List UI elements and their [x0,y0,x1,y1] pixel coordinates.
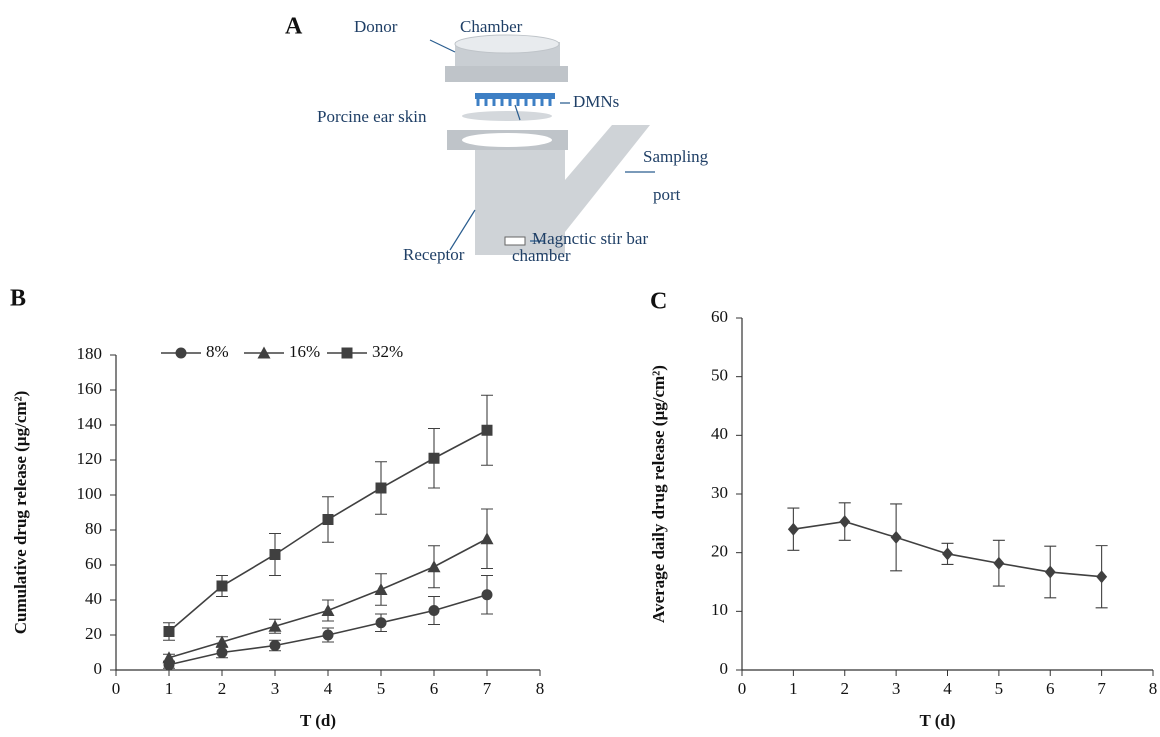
flange-opening [462,133,552,147]
marker [215,635,229,648]
x-tick-label: 5 [995,679,1004,698]
y-tick-label: 20 [711,542,728,561]
y-tick-label: 50 [711,366,728,385]
y-tick-label: 60 [711,307,728,326]
y-tick-label: 120 [77,449,103,468]
marker [480,532,494,545]
diagram: A Donor Chamber DMNs Porcine ear skin Sa… [285,14,709,265]
x-axis-label: T (d) [919,711,955,730]
x-tick-label: 6 [1046,679,1055,698]
diagram-label: port [653,185,681,204]
marker [481,424,493,436]
y-tick-label: 60 [85,554,102,573]
diagram-label: DMNs [573,92,619,111]
y-tick-label: 10 [711,600,728,619]
diagram-label: Sampling [643,147,709,166]
receptor-chamber [475,125,650,255]
x-tick-label: 1 [789,679,798,698]
marker [427,560,441,573]
y-tick-label: 80 [85,519,102,538]
marker [428,605,440,616]
x-tick-label: 4 [943,679,952,698]
legend-marker [257,346,271,359]
pointer-arrows [429,39,655,251]
y-tick-label: 40 [85,589,102,608]
marker [481,589,493,601]
panel-label: C [650,289,667,315]
diagram-label: Magnctic stir bar [532,229,648,248]
y-axis-label: Cumulative drug release (µg/cm²) [11,391,30,635]
x-tick-label: 1 [165,679,174,698]
x-tick-label: 3 [271,679,280,698]
marker [375,482,387,494]
needles [476,99,552,106]
y-tick-label: 160 [77,379,103,398]
y-tick-label: 0 [720,659,729,678]
y-tick-label: 0 [94,659,103,678]
x-tick-label: 7 [483,679,492,698]
panel-label: B [10,286,26,312]
marker [268,619,282,632]
legend-marker [175,347,187,359]
skin [462,111,552,121]
y-tick-label: 100 [77,484,103,503]
y-tick-label: 140 [77,414,103,433]
legend-label: 16% [289,342,320,361]
marker [322,514,334,525]
x-tick-label: 6 [430,679,439,698]
legend-label: 8% [206,342,229,361]
x-tick-label: 3 [892,679,901,698]
marker [216,647,228,658]
x-tick-label: 5 [377,679,386,698]
legend-marker [341,347,353,359]
diagram-label: chamber [512,246,571,265]
x-tick-label: 0 [112,679,121,698]
marker [163,626,175,637]
x-tick-label: 0 [738,679,747,698]
y-axis-label: Average daily drug release (µg/cm²) [649,365,668,623]
x-axis-label: T (d) [300,711,336,730]
marker [216,580,228,592]
y-tick-label: 30 [711,483,728,502]
marker [322,629,334,641]
marker [1044,565,1056,579]
marker [993,556,1005,570]
y-tick-label: 20 [85,624,102,643]
marker [321,604,335,616]
marker [428,452,440,464]
x-tick-label: 8 [1149,679,1158,698]
stir-bar [504,236,526,246]
x-tick-label: 2 [841,679,850,698]
diagram-label: Receptor [403,245,465,264]
marker [374,583,388,595]
diagram-label: Chamber [460,17,523,36]
marker [942,547,953,561]
panel-label: A [285,14,303,40]
marker [1096,570,1108,584]
dmn-patch [475,93,555,99]
marker [839,515,851,529]
x-tick-label: 8 [536,679,545,698]
marker [375,617,387,629]
legend-label: 32% [372,342,403,361]
marker [162,651,176,664]
y-tick-label: 180 [77,344,103,363]
marker [890,530,902,544]
marker [269,640,281,651]
x-tick-label: 4 [324,679,333,698]
chamber-top [454,34,560,54]
y-tick-label: 40 [711,424,728,443]
diagram-label: Porcine ear skin [317,107,427,126]
diagram-label: Donor [354,17,398,36]
x-tick-label: 7 [1097,679,1106,698]
marker [269,549,281,560]
marker [787,522,799,536]
x-tick-label: 2 [218,679,227,698]
upper-flange [445,66,568,82]
